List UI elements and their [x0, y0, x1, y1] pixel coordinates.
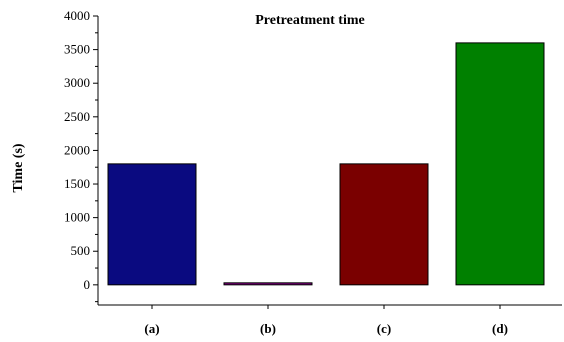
- y-tick-label: 4000: [64, 8, 90, 23]
- y-tick-label: 1500: [64, 176, 90, 191]
- y-tick-label: 2500: [64, 109, 90, 124]
- plot-area: 0 500 1000 1500 2000 2500 3000 3500 4000 (a) (b) (c…: [64, 8, 562, 336]
- x-tick-label: (c): [377, 321, 391, 336]
- y-tick-label: 1000: [64, 210, 90, 225]
- y-tick-label: 3000: [64, 75, 90, 90]
- bar-2: [223, 282, 313, 286]
- y-tick-label: 0: [84, 277, 91, 292]
- bar-4: [455, 42, 545, 286]
- bar-3: [339, 163, 429, 286]
- chart-title: Pretreatment time: [255, 13, 364, 28]
- y-tick-label: 2000: [64, 142, 90, 157]
- bar-1: [107, 163, 197, 286]
- y-axis-title: Time (s): [11, 143, 26, 192]
- x-tick-label: (a): [144, 321, 159, 336]
- y-tick-label: 500: [71, 243, 91, 258]
- y-tick-label: 3500: [64, 42, 90, 57]
- x-tick-label: (d): [492, 321, 508, 336]
- x-tick-label: (b): [260, 321, 276, 336]
